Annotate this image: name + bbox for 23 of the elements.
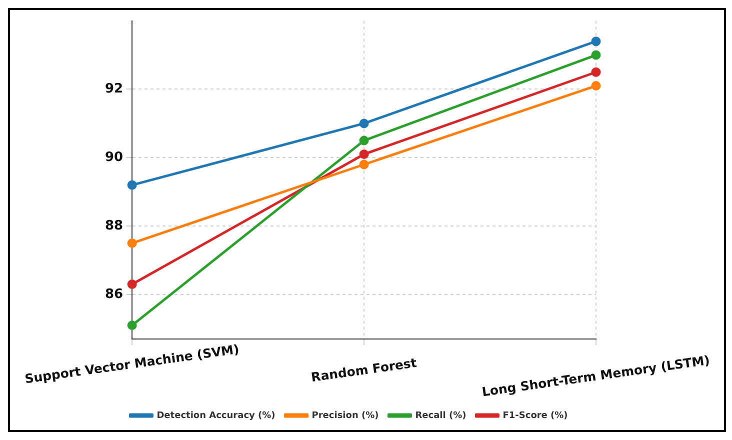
point: [127, 320, 137, 330]
y-tick-label: 86: [104, 286, 124, 302]
x-tick-label: Long Short-Term Memory (LSTM): [480, 352, 711, 400]
y-tick-label: 90: [104, 150, 124, 166]
point: [127, 180, 137, 190]
legend-label: Precision (%): [312, 410, 379, 421]
point: [127, 280, 137, 290]
point: [127, 238, 137, 248]
point: [359, 160, 369, 170]
x-tick-label: Random Forest: [310, 354, 418, 385]
point: [591, 67, 601, 77]
y-tick-label: 92: [104, 82, 124, 97]
point: [359, 118, 369, 128]
x-tick-label: Support Vector Machine (SVM): [24, 341, 240, 386]
point: [359, 136, 369, 146]
y-tick-label: 88: [104, 218, 124, 234]
legend-label: F1-Score (%): [502, 410, 568, 421]
point: [591, 50, 601, 60]
point: [359, 149, 369, 159]
point: [591, 81, 601, 91]
point: [591, 36, 601, 46]
legend-label: Detection Accuracy (%): [156, 410, 276, 421]
legend-label: Recall (%): [415, 410, 466, 421]
